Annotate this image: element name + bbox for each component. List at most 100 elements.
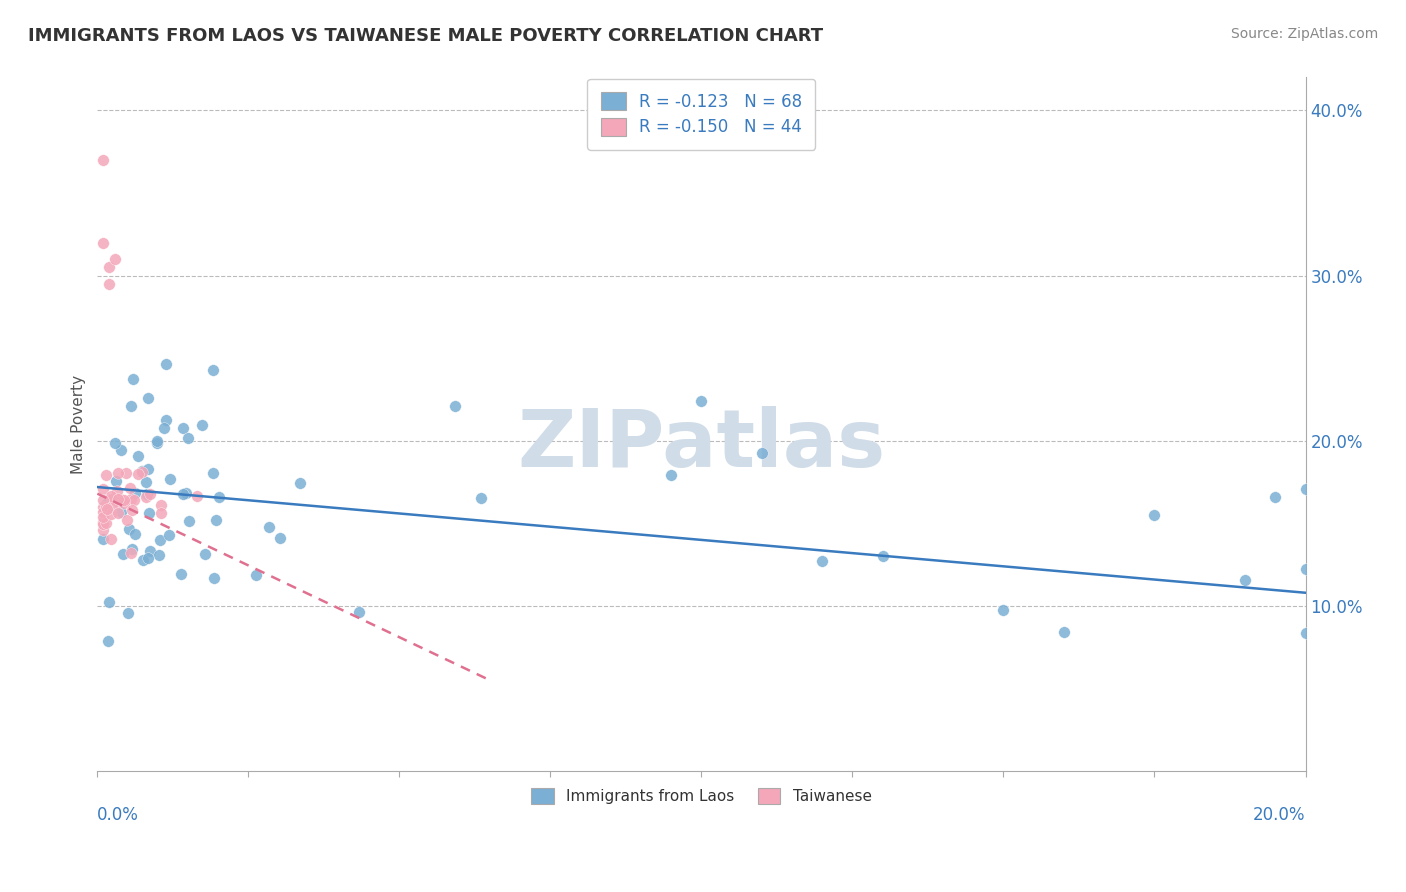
Point <box>201 363 224 377</box>
Point <box>98 277 121 291</box>
Point <box>149 506 172 520</box>
Point <box>93 493 115 508</box>
Point <box>470 491 492 505</box>
Point <box>1295 482 1317 496</box>
Point <box>93 500 115 514</box>
Point <box>1264 490 1286 504</box>
Point <box>107 506 129 520</box>
Point <box>269 531 291 545</box>
Point <box>96 502 118 516</box>
Point <box>872 549 894 564</box>
Text: Source: ZipAtlas.com: Source: ZipAtlas.com <box>1230 27 1378 41</box>
Point <box>94 500 117 515</box>
Point <box>149 498 172 512</box>
Point <box>172 486 194 500</box>
Point <box>152 421 174 435</box>
Point <box>93 153 115 167</box>
Point <box>347 605 370 619</box>
Point <box>127 449 149 463</box>
Point <box>104 474 127 488</box>
Point <box>112 547 135 561</box>
Point <box>101 491 124 506</box>
Text: 20.0%: 20.0% <box>1253 805 1306 824</box>
Point <box>659 467 682 482</box>
Point <box>98 595 121 609</box>
Y-axis label: Male Poverty: Male Poverty <box>72 375 86 474</box>
Point <box>257 519 280 533</box>
Point <box>100 489 122 503</box>
Point <box>121 542 143 557</box>
Point <box>120 492 142 507</box>
Point <box>93 505 115 519</box>
Point <box>155 413 177 427</box>
Point <box>97 634 120 648</box>
Point <box>155 358 177 372</box>
Point <box>149 533 172 547</box>
Point <box>112 493 135 508</box>
Point <box>124 526 146 541</box>
Point <box>93 523 115 537</box>
Point <box>204 513 226 527</box>
Point <box>100 532 122 546</box>
Point <box>191 417 214 432</box>
Point <box>124 486 146 500</box>
Point <box>811 554 834 568</box>
Point <box>93 509 115 524</box>
Point <box>136 487 159 501</box>
Point <box>127 467 149 482</box>
Point <box>107 492 129 507</box>
Point <box>94 467 117 482</box>
Text: IMMIGRANTS FROM LAOS VS TAIWANESE MALE POVERTY CORRELATION CHART: IMMIGRANTS FROM LAOS VS TAIWANESE MALE P… <box>28 27 824 45</box>
Point <box>132 552 155 566</box>
Point <box>131 464 153 478</box>
Point <box>993 602 1015 616</box>
Point <box>98 260 121 275</box>
Point <box>194 547 217 561</box>
Point <box>100 507 122 521</box>
Point <box>1053 625 1076 640</box>
Point <box>131 465 153 479</box>
Point <box>120 399 142 413</box>
Point <box>93 515 115 529</box>
Point <box>136 461 159 475</box>
Point <box>148 548 170 562</box>
Point <box>120 481 142 495</box>
Text: ZIPatlas: ZIPatlas <box>517 406 886 484</box>
Point <box>186 489 208 503</box>
Point <box>105 483 128 498</box>
Point <box>121 502 143 516</box>
Point <box>135 490 157 504</box>
Point <box>138 506 160 520</box>
Point <box>202 572 225 586</box>
Point <box>170 567 193 582</box>
Point <box>177 514 200 528</box>
Point <box>1295 626 1317 640</box>
Point <box>115 466 138 480</box>
Point <box>118 522 141 536</box>
Point <box>1234 574 1257 588</box>
Point <box>138 391 160 405</box>
Point <box>1295 562 1317 576</box>
Point <box>120 546 142 560</box>
Point <box>93 516 115 531</box>
Point <box>101 499 124 513</box>
Point <box>138 543 160 558</box>
Point <box>208 490 231 504</box>
Point <box>146 434 169 448</box>
Point <box>139 487 162 501</box>
Point <box>110 505 132 519</box>
Point <box>107 466 129 480</box>
Legend: Immigrants from Laos, Taiwanese: Immigrants from Laos, Taiwanese <box>523 780 879 812</box>
Point <box>136 550 159 565</box>
Point <box>121 372 143 386</box>
Point <box>93 533 115 547</box>
Point <box>690 394 713 409</box>
Point <box>107 494 129 508</box>
Point <box>104 252 127 266</box>
Point <box>96 516 118 530</box>
Point <box>112 496 135 510</box>
Point <box>159 473 181 487</box>
Point <box>157 527 180 541</box>
Point <box>176 432 198 446</box>
Point <box>122 493 145 508</box>
